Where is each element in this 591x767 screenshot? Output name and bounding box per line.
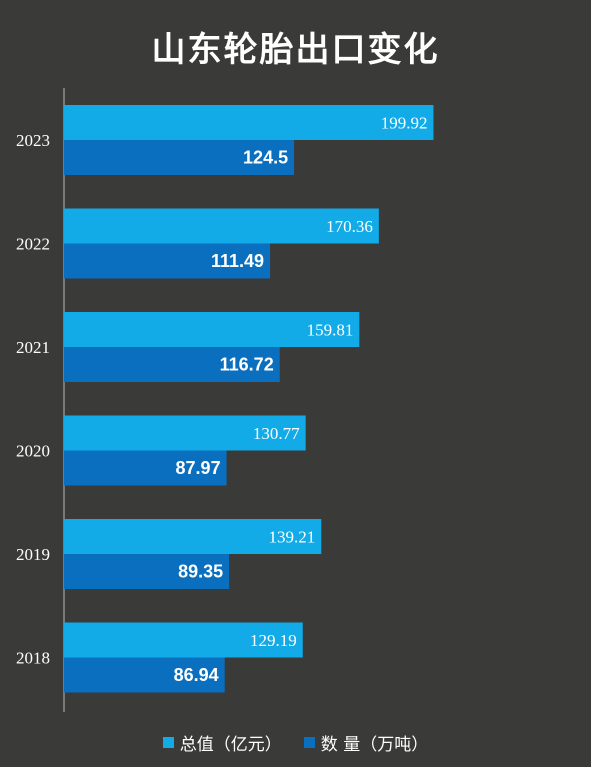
chart-title: 山东轮胎出口变化 [151,30,440,70]
bar-quantity [64,450,227,486]
category-label: 2019 [16,545,50,564]
data-label-value: 130.77 [253,424,300,443]
legend-label-quantity: 数 量（万吨） [320,735,429,755]
category-label: 2022 [16,235,50,254]
data-label-quantity: 116.72 [220,355,274,375]
bar-value-total [64,208,379,244]
data-label-quantity: 111.49 [211,251,264,271]
category-label: 2021 [16,338,50,357]
category-label: 2023 [16,131,50,150]
legend: 总值（亿元） 数 量（万吨） [0,730,591,755]
bar-quantity [64,657,225,693]
data-label-quantity: 86.94 [174,665,219,685]
data-label-quantity: 124.5 [243,148,288,168]
data-label-value: 159.81 [307,321,354,340]
bar-value-total [64,622,303,658]
legend-label-value: 总值（亿元） [179,735,282,755]
category-label: 2020 [16,442,50,461]
bar-value-total [64,519,322,554]
legend-swatch-quantity [303,737,315,748]
bar-value-total [64,312,360,347]
bar-value-total [64,415,306,451]
legend-item-value: 总值（亿元） [162,730,282,755]
legend-item-quantity: 数 量（万吨） [303,730,429,755]
bar-quantity [64,347,280,382]
bar-quantity [64,243,271,279]
data-label-quantity: 87.97 [176,458,221,478]
bar-value-total [64,105,434,140]
data-label-quantity: 89.35 [178,562,223,582]
data-label-value: 199.92 [381,114,428,133]
category-label: 2018 [16,649,50,668]
legend-swatch-value [162,737,174,748]
bar-quantity [64,140,295,175]
data-label-value: 139.21 [269,528,316,547]
bar-quantity [64,554,230,589]
data-label-value: 129.19 [250,631,297,650]
data-label-value: 170.36 [326,217,373,236]
